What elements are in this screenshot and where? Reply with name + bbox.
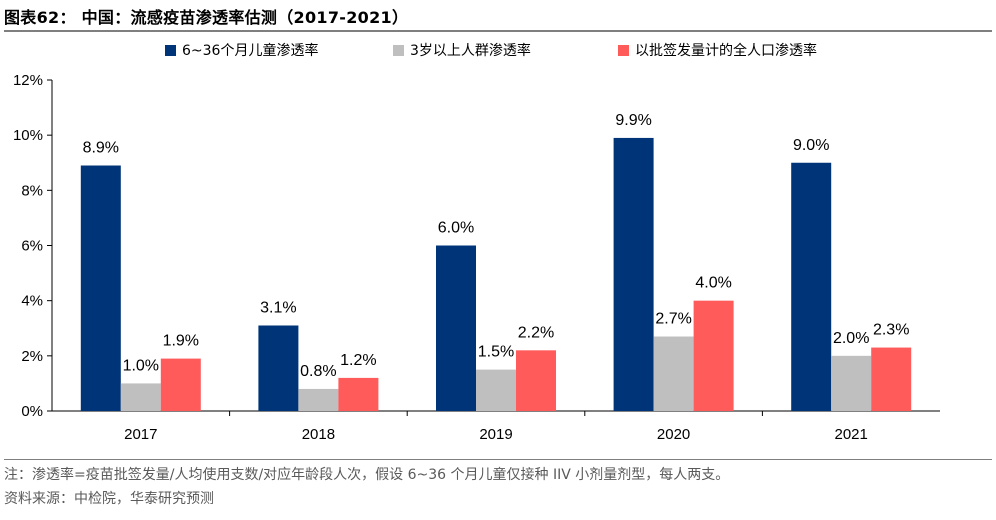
data-label: 2.3% [873, 322, 909, 339]
bottom-rule [4, 459, 992, 460]
bar [258, 325, 299, 411]
data-label: 8.9% [83, 140, 119, 157]
x-tick-label: 2017 [124, 426, 157, 443]
data-label: 9.9% [615, 112, 651, 129]
chart: 6~36个月儿童渗透率 3岁以上人群渗透率 以批签发量计的全人口渗透率 0% 2% 4%… [13, 42, 940, 443]
chart-note: 注：渗透率=疫苗批签发量/人均使用支数/对应年龄段人次，假设 6~36 个月儿童… [4, 467, 730, 483]
x-tick-label: 2018 [302, 426, 335, 443]
y-tick-label: 8% [21, 182, 43, 199]
legend-label: 6~36个月儿童渗透率 [182, 42, 318, 59]
chart-source: 资料来源：中检院，华泰研究预测 [4, 491, 214, 507]
data-label: 9.0% [793, 137, 829, 154]
legend-label: 以批签发量计的全人口渗透率 [635, 42, 817, 59]
bar [871, 347, 912, 411]
data-label: 2.2% [518, 324, 554, 341]
legend: 6~36个月儿童渗透率 3岁以上人群渗透率 以批签发量计的全人口渗透率 [165, 42, 817, 59]
bars [80, 137, 912, 412]
bar [613, 137, 654, 412]
bar [831, 355, 872, 411]
figure-title: 图表62： 中国：流感疫苗渗透率估测（2017-2021） [4, 8, 409, 27]
legend-label: 3岁以上人群渗透率 [410, 42, 531, 59]
title-rule [4, 30, 992, 32]
x-axis: 2017 2018 2019 2020 2021 [52, 410, 940, 443]
bar [436, 245, 476, 411]
bar [338, 377, 379, 411]
data-label: 6.0% [438, 220, 474, 237]
data-labels: 8.9% 1.0%1.9% 3.1% 0.8%1.2% 6.0% 1.5%2.2% 9.9%… [83, 112, 910, 380]
data-label: 1.5% [478, 344, 514, 361]
x-tick-label: 2020 [657, 426, 690, 443]
data-label: 2.0% [833, 330, 869, 347]
bar [160, 358, 201, 411]
legend-swatch [618, 45, 629, 56]
y-tick-label: 2% [21, 348, 43, 365]
data-label: 1.9% [163, 333, 199, 350]
bar [298, 388, 339, 411]
data-label: 0.8% [300, 363, 336, 380]
data-label: 4.0% [695, 275, 731, 292]
data-label: 1.2% [340, 352, 376, 369]
x-tick-label: 2021 [835, 426, 868, 443]
bar [120, 383, 161, 411]
bar [476, 369, 516, 411]
bar [516, 350, 556, 411]
bar [80, 165, 121, 411]
legend-swatch [393, 45, 404, 56]
x-tick-label: 2019 [479, 426, 512, 443]
bar [693, 300, 734, 411]
data-label: 3.1% [260, 299, 296, 316]
data-label: 2.7% [655, 311, 691, 328]
y-tick-label: 10% [13, 127, 43, 144]
y-axis: 0% 2% 4% 6% 8% 10% 12% [13, 72, 53, 420]
bar [791, 162, 832, 411]
legend-swatch [165, 45, 176, 56]
y-tick-label: 6% [21, 238, 43, 255]
y-tick-label: 4% [21, 293, 43, 310]
y-tick-label: 12% [13, 72, 43, 89]
data-label: 1.0% [123, 357, 159, 374]
y-tick-label: 0% [21, 403, 43, 420]
bar [653, 336, 694, 411]
